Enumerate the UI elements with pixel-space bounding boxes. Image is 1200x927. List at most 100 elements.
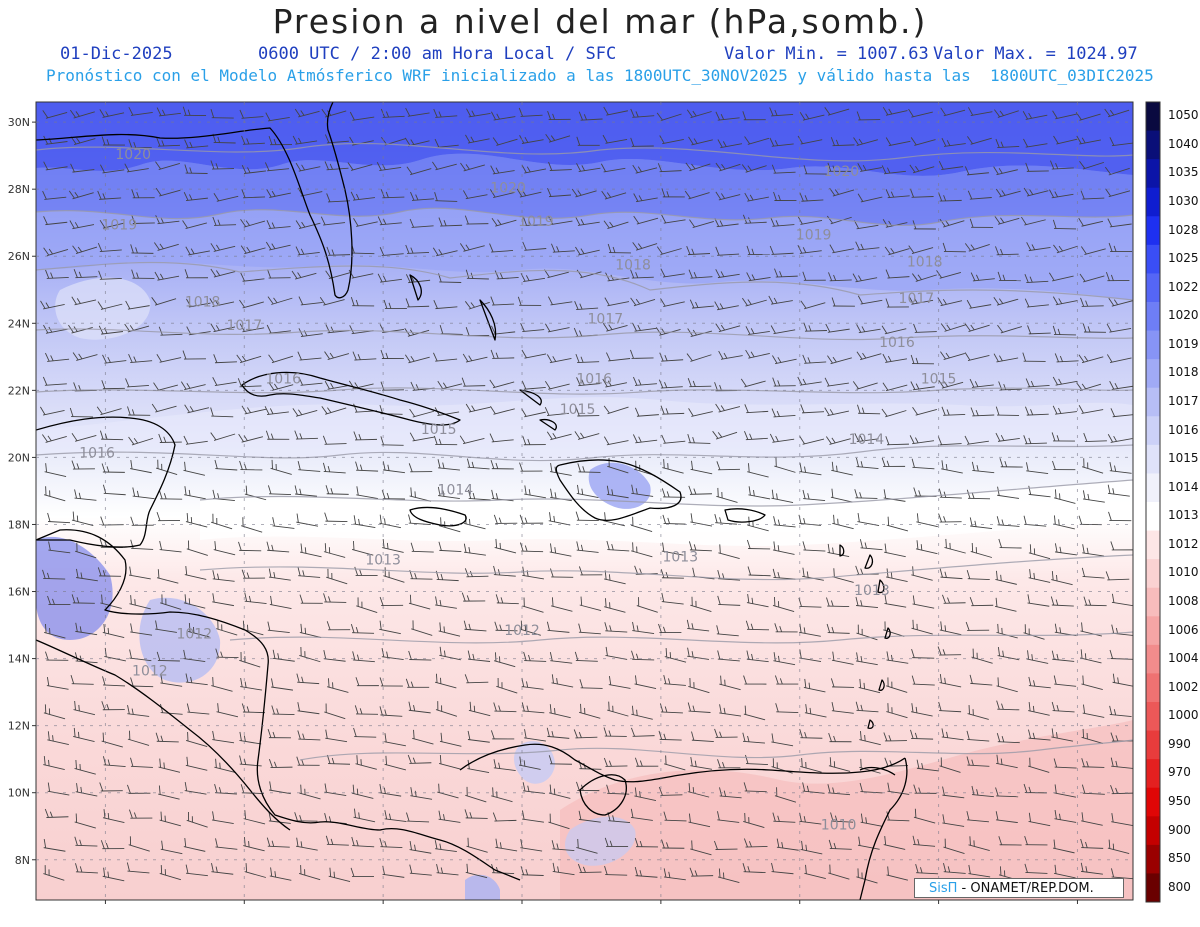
wind-barb (1023, 435, 1047, 445)
wind-barb (1109, 137, 1133, 147)
wind-barb (211, 677, 233, 692)
wind-barb (185, 513, 208, 528)
wind-barb (993, 166, 1018, 176)
wind-barb (268, 382, 294, 391)
wind-barb (912, 595, 935, 609)
wind-barb (351, 836, 375, 848)
isobar-label: 1012 (132, 663, 168, 679)
wind-barb (886, 516, 909, 532)
wind-barb (241, 189, 266, 199)
wind-barb (715, 162, 741, 172)
wind-barb (97, 301, 123, 310)
wind-barb (159, 865, 181, 881)
wind-barb (575, 353, 600, 364)
wind-barb (967, 705, 989, 720)
wind-barb (630, 349, 654, 359)
wind-barb (43, 247, 69, 257)
wind-barb (743, 675, 767, 685)
wind-barb (1109, 380, 1133, 390)
colorbar-label: 850 (1168, 851, 1191, 866)
wind-barb (379, 706, 403, 717)
wind-barb (548, 755, 572, 765)
wind-barb (663, 868, 686, 881)
colorbar-label: 1000 (1168, 708, 1199, 723)
wind-barb (297, 702, 320, 715)
colorbar-swatch (1146, 816, 1160, 846)
wind-barb (768, 295, 793, 305)
wind-barb (687, 647, 710, 660)
wind-barb (435, 701, 458, 717)
wind-barb (574, 431, 600, 440)
wind-barb (266, 837, 290, 848)
wind-barb (185, 673, 208, 686)
wind-barb (1050, 160, 1074, 170)
wind-barb (405, 678, 430, 688)
wind-barb (993, 296, 1019, 306)
wind-barb (432, 247, 458, 257)
wind-barb (661, 214, 686, 224)
wind-barb (717, 595, 741, 606)
wind-barb (745, 620, 769, 631)
wind-barb (43, 704, 66, 720)
colorbar-swatch (1146, 216, 1160, 246)
wind-barb (964, 323, 990, 333)
wind-barb (43, 216, 68, 226)
wind-barb (774, 268, 798, 278)
wind-barb (742, 732, 765, 744)
wind-barb (967, 136, 992, 145)
wind-barb (800, 300, 826, 310)
wind-barb (1109, 649, 1133, 660)
wind-barb (883, 732, 907, 742)
wind-barb (912, 835, 936, 847)
wind-barb (630, 727, 655, 737)
wind-barb (630, 808, 653, 821)
wind-barb (405, 107, 430, 117)
wind-barb (576, 541, 599, 553)
wind-barb (131, 214, 155, 224)
wind-barb (857, 163, 882, 172)
wind-barb (96, 406, 122, 416)
wind-barb (575, 511, 599, 522)
wind-barb (910, 137, 936, 146)
wind-barb (128, 106, 153, 116)
colorbar-swatch (1146, 873, 1160, 903)
wind-barb (546, 354, 572, 364)
wind-barb (462, 353, 488, 363)
wind-barb (379, 784, 402, 797)
colorbar-swatch (1146, 587, 1160, 617)
wind-barb (159, 540, 182, 553)
wind-barb (743, 838, 768, 848)
wind-barb (383, 299, 407, 310)
wind-barb (213, 193, 239, 202)
wind-barb (75, 622, 98, 636)
wind-barb (939, 568, 963, 580)
wind-barb (1051, 728, 1074, 742)
wind-barb (607, 701, 629, 717)
wind-barb (714, 514, 738, 525)
wind-barb (746, 272, 771, 282)
wind-barb (158, 490, 183, 500)
wind-barb (379, 620, 401, 635)
wind-barb (715, 323, 741, 333)
wind-barb (327, 678, 349, 693)
wind-barb (771, 758, 793, 774)
wind-barb (1054, 489, 1076, 504)
colorbar-swatch (1146, 673, 1160, 703)
wind-barb (1112, 673, 1133, 687)
wind-barb (832, 514, 854, 530)
wind-barb (351, 784, 374, 799)
wind-barb (295, 220, 321, 230)
wind-barb (772, 541, 795, 555)
wind-barb (881, 408, 907, 418)
wind-barb (828, 839, 852, 850)
wind-barb (575, 246, 600, 256)
wind-barb (579, 596, 602, 611)
wind-barb (466, 108, 491, 118)
wind-barb (377, 273, 402, 283)
lat-label: 14N (8, 653, 30, 666)
value-min: Valor Min. = 1007.63 (724, 44, 929, 64)
wind-barb (941, 406, 966, 416)
wind-barb (797, 244, 822, 254)
wind-barb (656, 112, 682, 122)
wind-barb (73, 727, 95, 743)
